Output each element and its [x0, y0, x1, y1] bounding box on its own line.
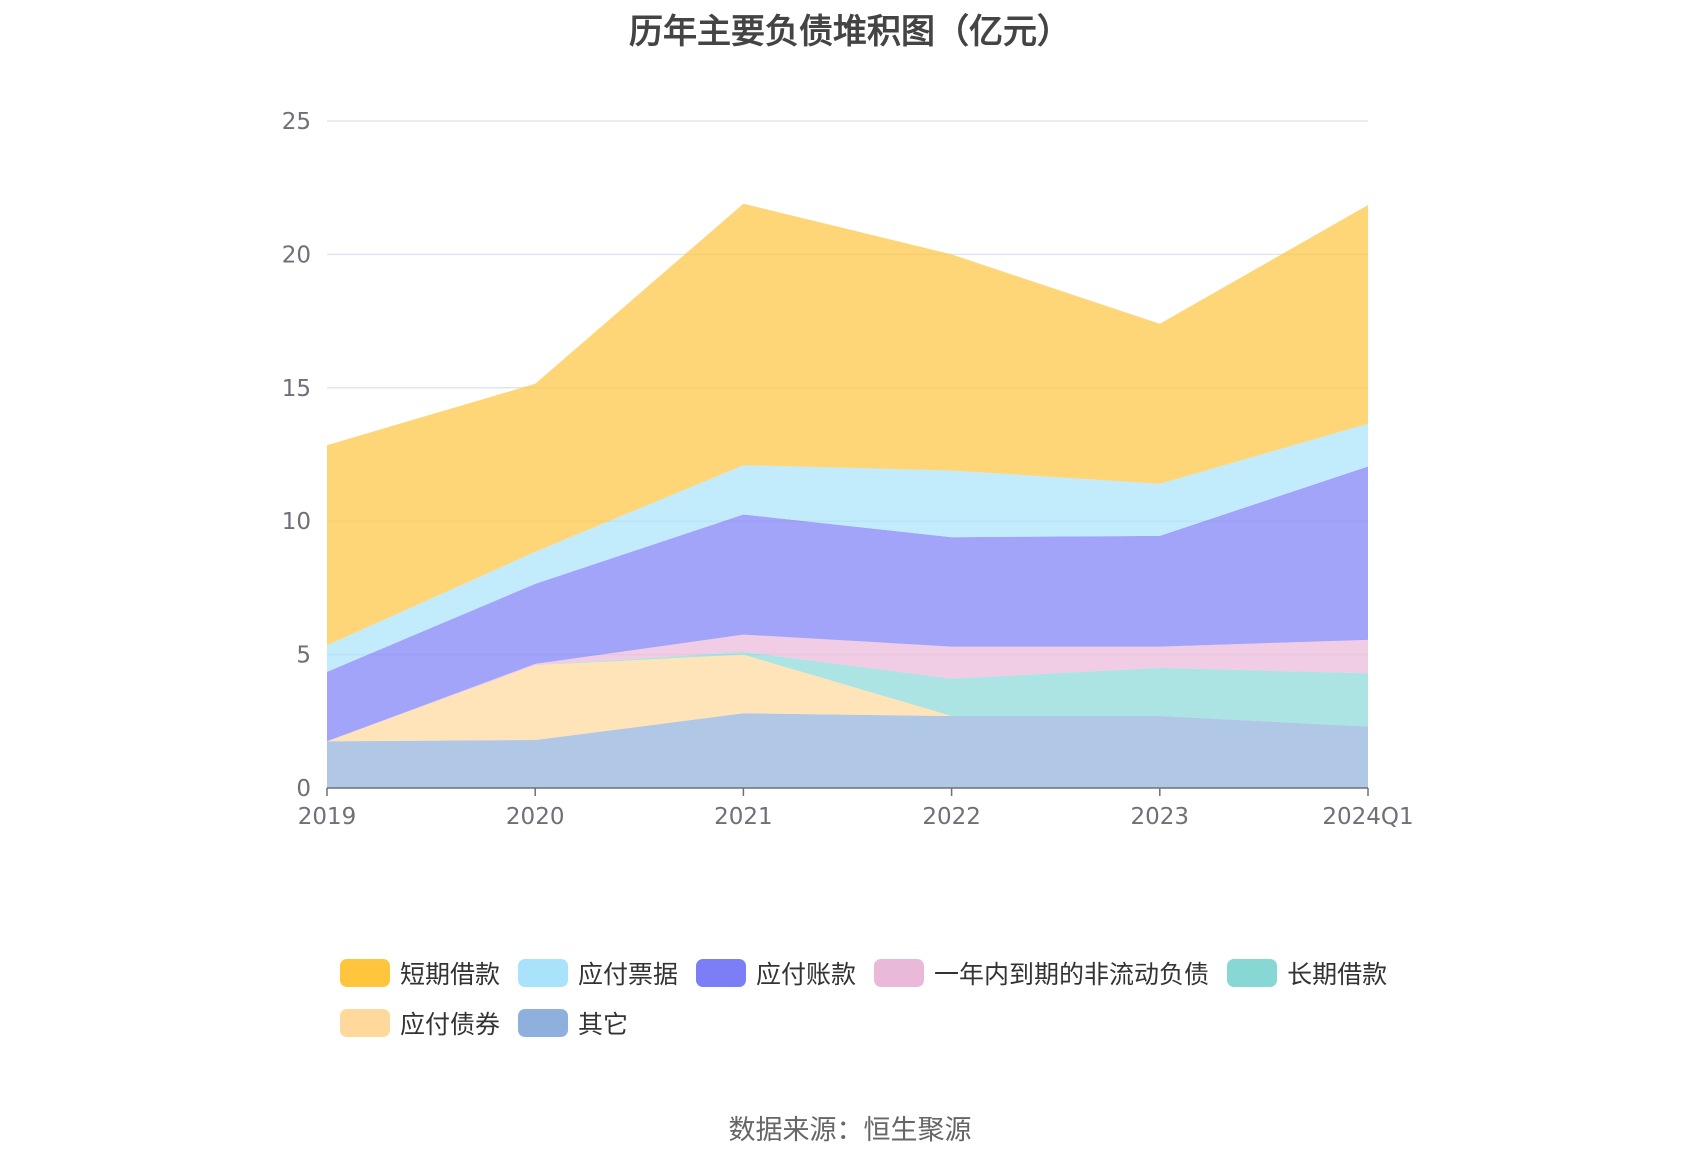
- x-tick-label: 2022: [922, 804, 981, 830]
- legend-label: 应付债券: [400, 1010, 501, 1039]
- area-应付票据: [327, 423, 1368, 672]
- area-长期借款: [327, 651, 1368, 742]
- stacked-area-chart: 0 5 10 15 20 25 2019 2020 2021 2022 2023 2024Q1: [282, 109, 1414, 830]
- legend-item[interactable]: 其它: [518, 1005, 628, 1041]
- legend-swatch: [1227, 959, 1278, 987]
- legend-swatch: [340, 1009, 390, 1037]
- x-tick-label: 2023: [1131, 804, 1190, 830]
- legend-item[interactable]: 应付票据: [518, 955, 678, 991]
- source-note: 数据来源：恒生聚源: [728, 1115, 972, 1146]
- x-axis-tick-labels: 2019 2020 2021 2022 2023 2024Q1: [298, 804, 1414, 830]
- legend-item[interactable]: 应付账款: [696, 955, 856, 991]
- legend-label: 应付票据: [578, 960, 679, 989]
- y-tick-label: 25: [282, 109, 311, 135]
- y-tick-label: 10: [282, 509, 311, 535]
- legend-label: 短期借款: [400, 960, 501, 989]
- y-tick-label: 0: [296, 776, 311, 802]
- legend-swatch: [340, 959, 390, 987]
- legend-swatch: [518, 959, 569, 987]
- y-tick-label: 15: [282, 376, 311, 402]
- legend-item[interactable]: 一年内到期的非流动负债: [874, 955, 1209, 991]
- legend-swatch: [874, 959, 925, 987]
- area-一年内到期的非流动负债: [327, 634, 1368, 742]
- x-tick-label: 2021: [714, 804, 773, 830]
- legend-label: 一年内到期的非流动负债: [934, 960, 1210, 989]
- legend-label: 长期借款: [1287, 960, 1388, 989]
- legend-label: 其它: [578, 1010, 629, 1039]
- x-axis: [326, 787, 1369, 796]
- legend: 短期借款 应付票据 应付账款 一年内到期的非流动负债 长期借款应付债券 其它: [340, 955, 1440, 1055]
- y-axis-tick-labels: 0 5 10 15 20 25: [282, 109, 311, 802]
- area-短期借款: [327, 203, 1368, 646]
- area-应付账款: [327, 466, 1368, 742]
- x-tick-label: 2019: [298, 804, 357, 830]
- legend-item[interactable]: 短期借款: [340, 955, 500, 991]
- legend-swatch: [518, 1009, 569, 1037]
- y-tick-label: 5: [296, 643, 311, 669]
- y-tick-label: 20: [282, 242, 311, 268]
- legend-item[interactable]: 应付债券: [340, 1005, 500, 1041]
- x-tick-label: 2020: [506, 804, 565, 830]
- legend-swatch: [696, 959, 747, 987]
- area-其它: [327, 713, 1368, 788]
- area-应付债券: [327, 654, 1368, 742]
- x-tick-label: 2024Q1: [1322, 804, 1413, 830]
- chart-title: 历年主要负债堆积图（亿元）: [629, 12, 1071, 52]
- area-series: [327, 203, 1368, 788]
- legend-label: 应付账款: [756, 960, 857, 989]
- legend-item[interactable]: 长期借款: [1227, 955, 1387, 991]
